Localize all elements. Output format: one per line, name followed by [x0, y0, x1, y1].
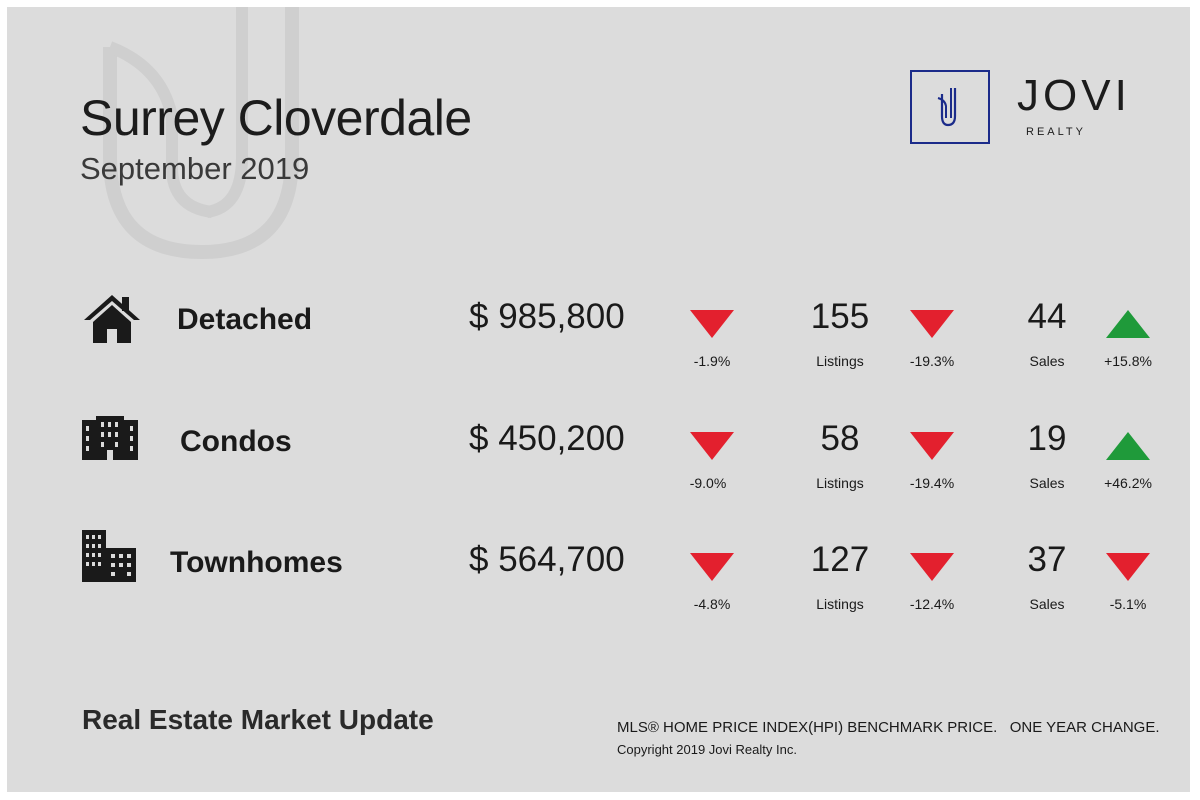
- sales-trend-up-icon: [1106, 432, 1150, 460]
- listings-trend-down-icon: [910, 310, 954, 338]
- listings-change: -12.4%: [909, 596, 955, 612]
- category-label: Condos: [180, 425, 292, 458]
- logo-subtext: REALTY: [1026, 126, 1086, 138]
- sales-label: Sales: [1029, 475, 1065, 491]
- row-detached: Detached $ 985,800 -1.9% 155 Listings -1…: [7, 295, 1190, 400]
- price-change: -4.8%: [693, 596, 731, 612]
- logo-name: JOVI: [1017, 71, 1131, 120]
- listings-trend-down-icon: [910, 432, 954, 460]
- listings-label: Listings: [816, 353, 864, 369]
- benchmark-price: $ 985,800: [469, 297, 625, 336]
- listings-label: Listings: [816, 475, 864, 491]
- sales-change: -5.1%: [1109, 596, 1147, 612]
- sales-change: +46.2%: [1104, 475, 1152, 491]
- price-trend-down-icon: [690, 310, 734, 338]
- sales-count: 19: [1027, 419, 1067, 458]
- listings-change: -19.4%: [909, 475, 955, 491]
- sales-count: 44: [1027, 297, 1067, 336]
- jovi-logo-mark: [910, 70, 990, 144]
- benchmark-price: $ 564,700: [469, 540, 625, 579]
- footer-title: Real Estate Market Update: [82, 704, 434, 735]
- townhome-buildings-icon: [82, 530, 136, 582]
- sales-change: +15.8%: [1104, 353, 1152, 369]
- house-icon: [84, 295, 140, 343]
- listings-label: Listings: [816, 596, 864, 612]
- price-change: -1.9%: [693, 353, 731, 369]
- listings-count: 58: [820, 419, 860, 458]
- price-trend-down-icon: [690, 553, 734, 581]
- listings-change: -19.3%: [909, 353, 955, 369]
- category-label: Townhomes: [170, 546, 343, 579]
- category-label: Detached: [177, 303, 313, 336]
- j-monogram-icon: [937, 88, 957, 127]
- sales-label: Sales: [1029, 596, 1065, 612]
- market-update-card: Surrey Cloverdale September 2019 JOVI RE…: [7, 7, 1190, 792]
- apartment-building-icon: [82, 416, 138, 460]
- footer-note: MLS® HOME PRICE INDEX(HPI) BENCHMARK PRI…: [617, 719, 1160, 736]
- jovi-watermark-icon: [103, 7, 299, 260]
- page-subtitle: September 2019: [80, 151, 310, 186]
- sales-trend-down-icon: [1106, 553, 1150, 581]
- sales-label: Sales: [1029, 353, 1065, 369]
- sales-count: 37: [1027, 540, 1067, 579]
- price-change: -9.0%: [689, 475, 727, 491]
- listings-count: 127: [810, 540, 870, 579]
- page-title: Surrey Cloverdale: [80, 90, 472, 146]
- listings-count: 155: [810, 297, 870, 336]
- sales-trend-up-icon: [1106, 310, 1150, 338]
- footer-copyright: Copyright 2019 Jovi Realty Inc.: [617, 742, 797, 757]
- price-trend-down-icon: [690, 432, 734, 460]
- row-townhomes: Townhomes $ 564,700 -4.8% 127 Listings -…: [7, 530, 1190, 643]
- listings-trend-down-icon: [910, 553, 954, 581]
- benchmark-price: $ 450,200: [469, 419, 625, 458]
- row-condos: Condos $ 450,200 -9.0% 58 Listings -19.4…: [7, 416, 1190, 522]
